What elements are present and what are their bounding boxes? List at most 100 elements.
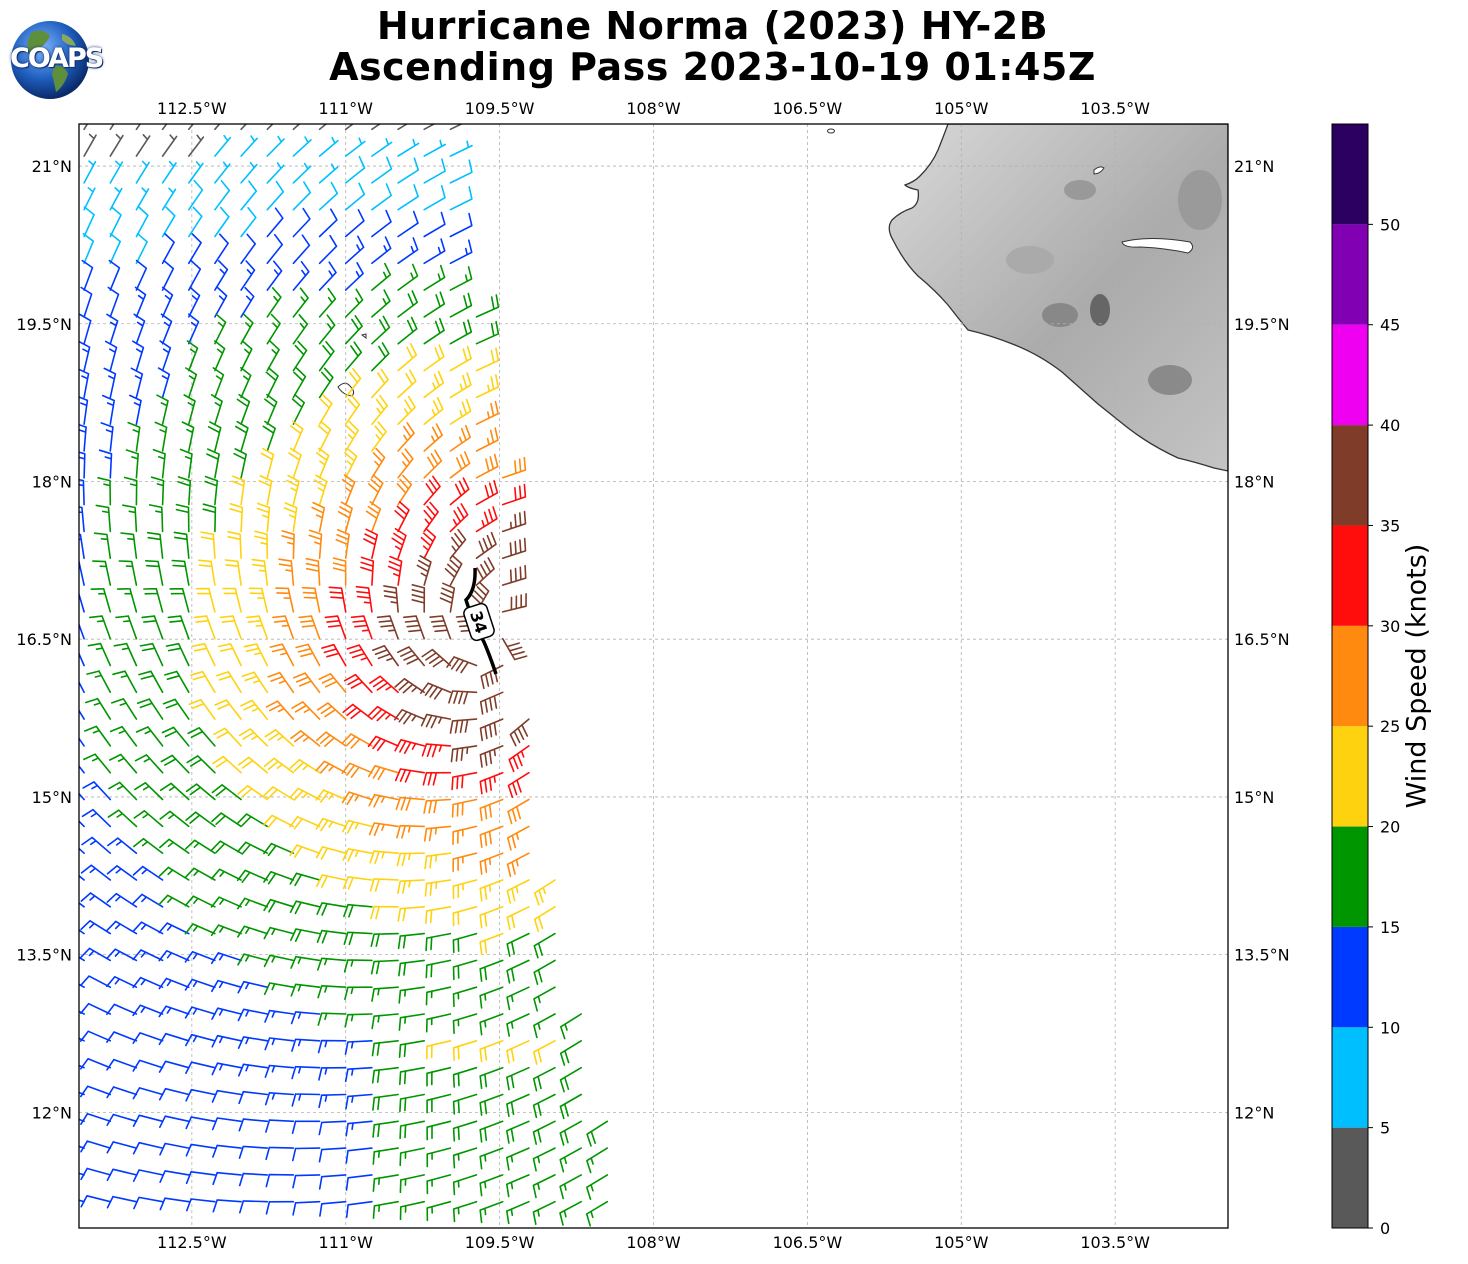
- wind-barb: [449, 140, 473, 157]
- wind-barb: [116, 588, 138, 613]
- wind-barb: [425, 906, 452, 924]
- wind-barb: [186, 340, 199, 372]
- wind-barb: [79, 983, 85, 988]
- wind-barb: [370, 905, 399, 920]
- wind-barb: [318, 367, 334, 399]
- wind-barb: [291, 393, 305, 425]
- wind-barb: [317, 957, 347, 971]
- wind-barb: [346, 644, 373, 667]
- wind-barb: [167, 615, 190, 640]
- wind-barb: [265, 367, 279, 399]
- wind-barb: [397, 646, 425, 667]
- wind-barb: [363, 528, 378, 559]
- wind-barb: [449, 372, 472, 399]
- wind-barb: [236, 869, 269, 883]
- wind-barb: [316, 929, 347, 944]
- colorbar-tick-label: 10: [1380, 1018, 1400, 1037]
- wind-barb: [141, 615, 164, 640]
- land-mexico: [337, 124, 1228, 472]
- wind-barb: [426, 1066, 452, 1087]
- wind-barb: [120, 532, 138, 559]
- wind-barb: [238, 1172, 269, 1187]
- wind-barb: [292, 234, 311, 265]
- wind-barb: [122, 504, 138, 533]
- wind-barb: [291, 1038, 321, 1052]
- wind-barb: [237, 953, 269, 966]
- wind-barb: [423, 423, 443, 452]
- wind-barb: [288, 447, 302, 479]
- wind-barb: [161, 134, 178, 157]
- wind-barb: [164, 670, 190, 694]
- wind-barb: [185, 811, 216, 828]
- wind-barb: [345, 1174, 373, 1191]
- wind-barb: [210, 868, 242, 881]
- wind-barb: [132, 865, 164, 881]
- lon-tick-label-bottom: 106.5°W: [773, 1233, 843, 1252]
- wind-barb: [213, 727, 242, 747]
- wind-barb: [337, 501, 353, 533]
- wind-barb: [444, 554, 463, 586]
- wind-barb: [344, 986, 373, 1001]
- wind-barb: [369, 878, 399, 892]
- wind-barb: [317, 420, 332, 452]
- terrain-ridge: [1064, 180, 1096, 200]
- wind-barb: [79, 820, 85, 828]
- wind-barb: [132, 949, 164, 962]
- wind-barb: [423, 124, 436, 131]
- wind-barb: [135, 259, 148, 291]
- wind-barb: [559, 1120, 582, 1146]
- wind-barb: [161, 124, 168, 131]
- wind-barb: [207, 421, 222, 452]
- wind-barb: [92, 560, 112, 586]
- wind-barb: [79, 1091, 85, 1096]
- island-san-benedicto: [360, 333, 367, 339]
- wind-barb: [586, 1174, 609, 1200]
- wind-barb: [367, 765, 399, 781]
- wind-barb: [452, 1040, 478, 1061]
- wind-barb: [237, 897, 269, 910]
- wind-barb: [452, 879, 478, 900]
- wind-barb: [264, 1092, 295, 1106]
- wind-barb: [240, 260, 256, 291]
- land-polygon: [888, 124, 1228, 472]
- wind-barb: [479, 718, 504, 742]
- wind-barb: [345, 1147, 373, 1164]
- wind-barb: [479, 1093, 504, 1116]
- wind-barb: [295, 643, 321, 667]
- wind-barb: [318, 673, 347, 694]
- wind-barb: [79, 1199, 85, 1203]
- wind-barb: [449, 503, 469, 533]
- wind-barb: [371, 262, 392, 291]
- wind-barb: [532, 1200, 556, 1225]
- wind-barb: [344, 262, 364, 291]
- terrain-ridge: [1148, 365, 1192, 395]
- lat-tick-label-right: 21°N: [1234, 157, 1274, 176]
- wind-barb: [240, 340, 253, 372]
- wind-barb: [237, 813, 269, 828]
- wind-barb: [449, 159, 473, 184]
- wind-barb: [85, 697, 112, 720]
- wind-barb: [475, 480, 499, 506]
- colorbar-bin: [1332, 525, 1368, 626]
- wind-barb: [506, 1200, 530, 1225]
- wind-barb: [263, 814, 295, 828]
- wind-barb: [506, 1147, 530, 1171]
- wind-barb: [371, 315, 391, 345]
- wind-barb: [283, 502, 298, 533]
- wind-barb: [133, 313, 146, 345]
- wind-barb: [80, 1195, 112, 1208]
- wind-barb: [188, 206, 203, 238]
- colorbar-bin: [1332, 124, 1368, 225]
- wind-barb: [106, 1195, 138, 1209]
- lake-chapala: [1121, 238, 1194, 254]
- wind-barb: [86, 670, 112, 694]
- wind-barb: [266, 313, 281, 345]
- wind-barb: [559, 1093, 582, 1120]
- wind-barb: [423, 158, 446, 184]
- wind-barb: [343, 959, 373, 973]
- wind-barb: [290, 420, 304, 452]
- wind-barb: [449, 718, 478, 734]
- wind-barb: [231, 475, 246, 506]
- wind-barb: [420, 527, 437, 559]
- wind-barb: [318, 1120, 347, 1136]
